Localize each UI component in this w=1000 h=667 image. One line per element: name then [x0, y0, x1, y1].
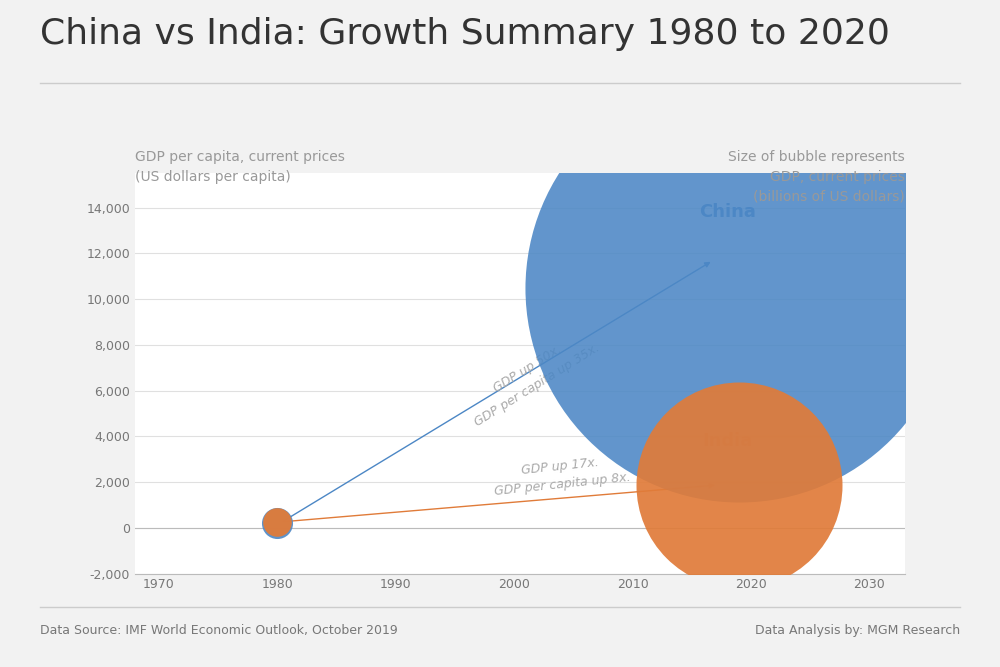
Point — [731, 282, 747, 293]
Text: Data Source: IMF World Economic Outlook, October 2019: Data Source: IMF World Economic Outlook,… — [40, 624, 398, 636]
Text: China vs India: Growth Summary 1980 to 2020: China vs India: Growth Summary 1980 to 2… — [40, 17, 890, 51]
Text: India: India — [702, 432, 752, 450]
Text: GDP per capita, current prices
(US dollars per capita): GDP per capita, current prices (US dolla… — [135, 150, 345, 183]
Point — [731, 480, 747, 490]
Point — [269, 518, 285, 529]
Point — [269, 516, 285, 527]
Text: China: China — [699, 203, 756, 221]
Text: GDP up 17x.
GDP per capita up 8x.: GDP up 17x. GDP per capita up 8x. — [492, 453, 631, 498]
Text: GDP up 50x.
GDP per capita up 35x.: GDP up 50x. GDP per capita up 35x. — [462, 325, 602, 428]
Text: Data Analysis by: MGM Research: Data Analysis by: MGM Research — [755, 624, 960, 636]
Text: Size of bubble represents
GDP, current prices
(billions of US dollars): Size of bubble represents GDP, current p… — [728, 150, 905, 203]
